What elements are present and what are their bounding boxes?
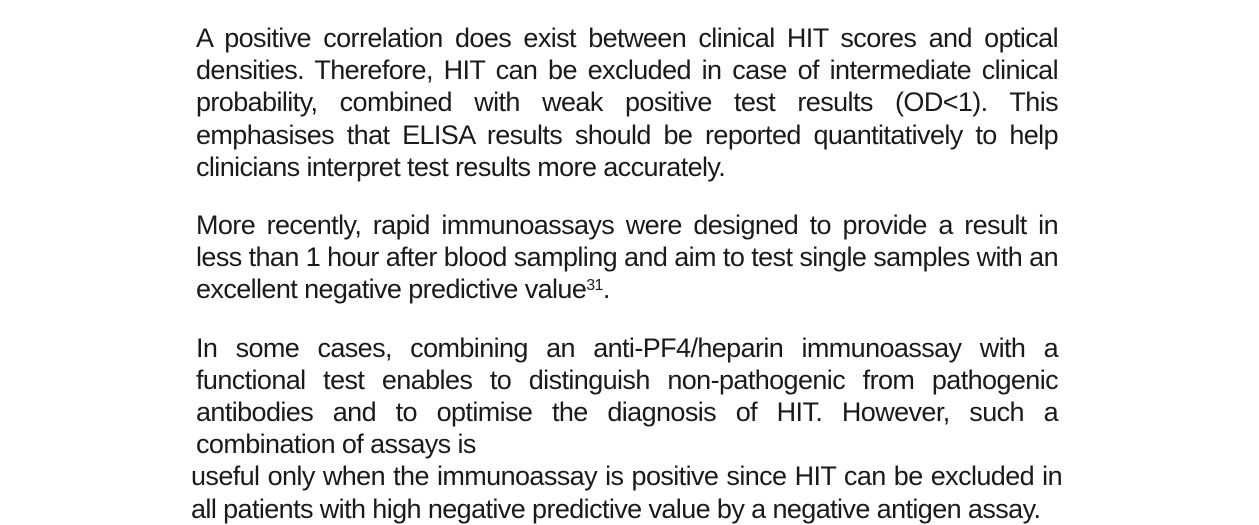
paragraph-combined-assays-part-a: In some cases, combining an anti-PF4/hep…	[196, 332, 1059, 460]
paragraph-combined-assays: In some cases, combining an anti-PF4/hep…	[191, 332, 1063, 525]
paragraph-rapid-immunoassays-text: More recently, rapid immunoassays were d…	[196, 210, 1059, 305]
paragraph-rapid-immunoassays: More recently, rapid immunoassays were d…	[196, 209, 1059, 306]
citation-superscript: 31	[586, 277, 603, 295]
document-body: A positive correlation does exist betwee…	[191, 22, 1063, 525]
paragraph-combined-assays-part-b: useful only when the immunoassay is posi…	[191, 461, 1063, 524]
paragraph-hit-correlation: A positive correlation does exist betwee…	[196, 23, 1059, 182]
paragraph-rapid-immunoassays-period: .	[602, 274, 610, 305]
